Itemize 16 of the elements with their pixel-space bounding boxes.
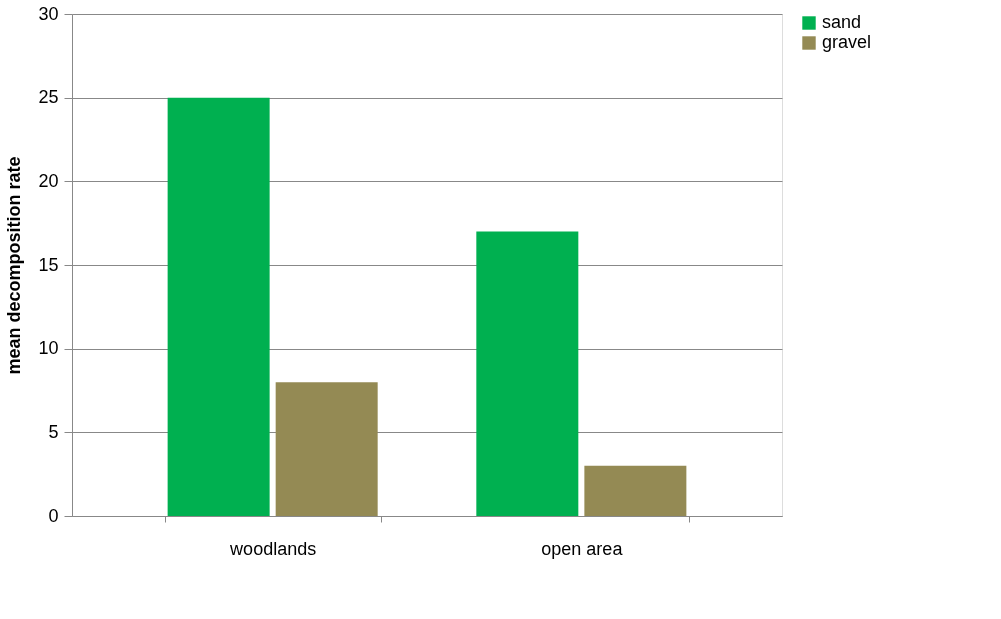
legend-label: sand [822,12,862,32]
bar [584,465,687,516]
bar [476,231,579,516]
bar [275,382,378,516]
y-tick-label: 25 [38,87,59,108]
y-tick-label: 5 [48,421,59,442]
y-tick-label: 15 [38,254,59,275]
y-axis-title: mean decomposition rate [4,156,25,375]
legend-label: gravel [822,32,872,52]
x-tick-label: open area [541,538,624,559]
y-tick-label: 30 [38,3,59,24]
bar [167,97,270,516]
x-tick-label: woodlands [229,538,317,559]
y-tick-label: 0 [48,505,59,526]
y-tick-label: 20 [38,170,59,191]
y-tick-label: 10 [38,338,59,359]
